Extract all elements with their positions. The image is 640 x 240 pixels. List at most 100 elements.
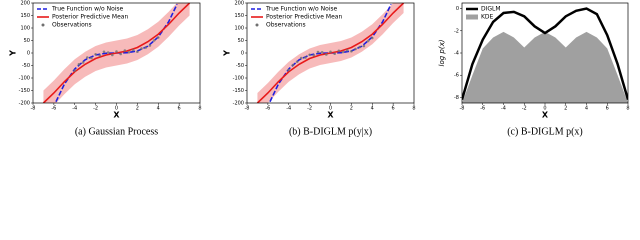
y-tick-label: -4 — [454, 51, 459, 57]
legend-label: KDE — [481, 14, 494, 21]
observation — [320, 50, 324, 54]
observation — [123, 49, 127, 52]
x-tick-label: 8 — [626, 106, 629, 112]
x-tick-label: 0 — [115, 106, 118, 112]
x-tick-label: 6 — [392, 106, 395, 112]
y-tick-label: 150 — [234, 13, 244, 19]
y-tick-label: 50 — [238, 38, 244, 44]
observation — [127, 50, 131, 54]
x-axis-label: X — [113, 111, 120, 120]
observation — [362, 44, 366, 48]
observation — [308, 53, 311, 57]
x-tick-label: -8 — [31, 106, 36, 112]
observation — [287, 68, 291, 72]
x-tick-label: -4 — [501, 106, 506, 112]
x-tick-label: 8 — [412, 106, 415, 112]
observation — [152, 39, 156, 42]
observation — [102, 50, 106, 54]
x-tick-label: 6 — [606, 106, 609, 112]
x-tick-label: -6 — [265, 106, 270, 112]
legend-marker — [41, 23, 45, 27]
observation — [291, 63, 295, 67]
series-line — [462, 7, 628, 101]
x-tick-label: -2 — [307, 106, 312, 112]
y-tick-label: -150 — [19, 88, 30, 94]
legend-label: Observations — [52, 22, 92, 29]
plot-area — [256, 3, 405, 103]
y-axis-label: Y — [223, 50, 232, 57]
y-tick-label: -200 — [233, 101, 244, 107]
observation — [148, 44, 152, 47]
x-tick-label: -8 — [245, 106, 250, 112]
y-tick-label: -150 — [233, 88, 244, 94]
caption: (a) Gaussian Process — [75, 126, 158, 137]
x-tick-label: 0 — [543, 106, 546, 112]
observation — [90, 56, 93, 60]
x-tick-label: 0 — [329, 106, 332, 112]
observation — [111, 53, 114, 57]
x-tick-label: 8 — [198, 106, 201, 112]
legend-label: DIGLM — [481, 6, 501, 13]
observation — [304, 56, 307, 59]
observation — [341, 50, 345, 54]
y-tick-label: -6 — [454, 73, 459, 79]
observation — [140, 47, 143, 50]
y-tick-label: -100 — [19, 76, 30, 82]
x-tick-label: -4 — [286, 106, 291, 112]
observation — [106, 51, 110, 54]
y-axis-label: log p(x) — [438, 39, 446, 66]
y-tick-label: 50 — [24, 38, 30, 44]
observation — [144, 46, 148, 49]
y-tick-label: 200 — [20, 1, 30, 7]
observation — [345, 48, 349, 52]
x-tick-label: 6 — [178, 106, 181, 112]
observation — [81, 61, 85, 64]
caption: (c) B-DIGLM p(x) — [507, 126, 583, 137]
figure: -8 -6 -4 -2 0 2 4 6 8-200-150-100-50050100150200… — [9, 1, 630, 138]
legend-label: True Function w/o Noise — [265, 6, 338, 13]
observation — [136, 50, 139, 54]
observation — [119, 52, 122, 56]
observation — [333, 52, 336, 56]
x-tick-label: 2 — [136, 106, 139, 112]
y-tick-label: 100 — [234, 26, 244, 32]
x-tick-label: -6 — [480, 106, 485, 112]
legend-label: Posterior Predictive Mean — [266, 14, 342, 21]
x-tick-label: -2 — [522, 106, 527, 112]
y-tick-label: 100 — [20, 26, 30, 32]
series-line — [42, 3, 191, 103]
x-axis-label: X — [542, 111, 549, 120]
observation — [325, 53, 328, 56]
y-tick-label: 200 — [234, 1, 244, 7]
observation — [131, 48, 135, 52]
observation — [370, 36, 374, 40]
legend-marker — [255, 23, 259, 27]
y-axis-label: Y — [9, 50, 18, 57]
observation — [358, 45, 362, 49]
observation — [73, 69, 77, 72]
x-tick-label: -4 — [72, 106, 77, 112]
observation — [156, 36, 160, 39]
plot-area — [42, 3, 191, 103]
y-tick-label: -50 — [22, 63, 30, 69]
observation — [295, 60, 299, 64]
observation — [85, 56, 89, 59]
observation — [312, 53, 316, 57]
y-tick-label: 150 — [20, 13, 30, 19]
observation — [366, 39, 370, 43]
x-tick-label: 2 — [350, 106, 353, 112]
observation — [316, 50, 320, 54]
x-axis-label: X — [327, 111, 334, 120]
kde-area — [462, 31, 628, 103]
y-tick-label: 0 — [456, 6, 459, 12]
observation — [337, 49, 341, 53]
x-tick-label: 4 — [585, 106, 588, 112]
observation — [77, 62, 81, 66]
y-tick-label: -8 — [454, 95, 459, 101]
caption: (b) B-DIGLM p(y|x) — [289, 126, 372, 137]
observation — [350, 49, 353, 53]
x-tick-label: -2 — [93, 106, 98, 112]
plot-area — [462, 7, 628, 103]
x-tick-label: -6 — [51, 106, 56, 112]
legend-label: Observations — [266, 22, 306, 29]
